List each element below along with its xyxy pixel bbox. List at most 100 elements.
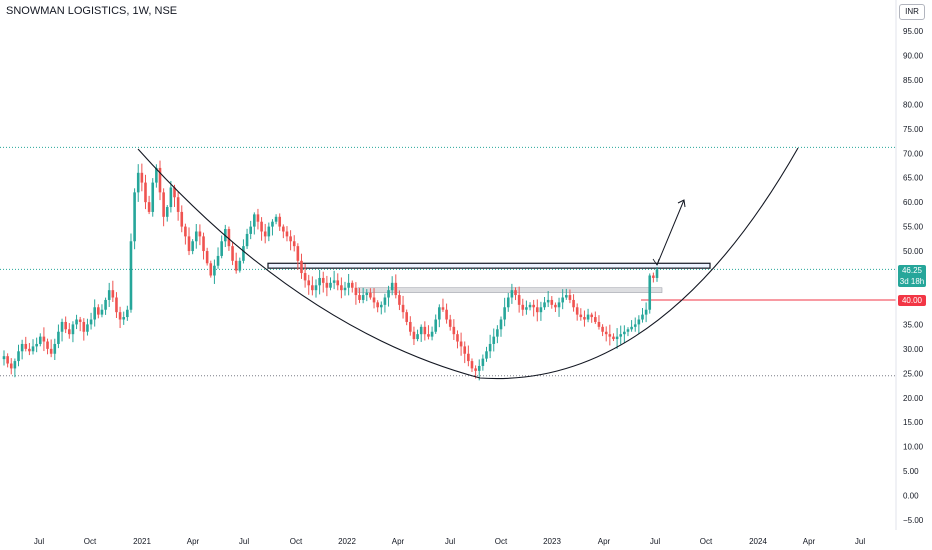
candle <box>285 226 289 242</box>
candle <box>615 328 619 349</box>
candle <box>575 303 579 321</box>
candle-body <box>583 317 586 320</box>
candle <box>71 321 75 343</box>
candle-body <box>503 307 506 320</box>
resistance-zone[interactable] <box>267 262 711 269</box>
candle <box>115 292 118 319</box>
y-tick-label: 50.00 <box>903 247 924 256</box>
candle-body <box>546 299 550 303</box>
candle <box>256 208 260 230</box>
y-tick-label: 75.00 <box>903 125 924 134</box>
candle-body <box>652 275 655 278</box>
y-tick-label: 0.00 <box>903 492 919 501</box>
candle-body <box>256 214 260 222</box>
candle-body <box>525 307 528 310</box>
last-price-value: 46.25 <box>901 266 923 275</box>
candle-body <box>303 273 307 281</box>
candle-body <box>311 285 314 291</box>
candle-body <box>194 231 198 242</box>
candle-body <box>477 365 481 371</box>
candle-body <box>412 331 416 340</box>
candle <box>557 297 561 317</box>
candle <box>202 232 205 260</box>
support-zone[interactable] <box>357 287 663 293</box>
candle-body <box>300 260 303 274</box>
candle-body <box>644 309 648 315</box>
x-tick-label: Apr <box>803 537 816 546</box>
candle <box>583 310 586 327</box>
candle <box>423 321 427 341</box>
candle-body <box>641 314 644 320</box>
candle-body <box>372 297 376 303</box>
candle <box>176 191 180 221</box>
level-price-badge: 40.00 <box>898 295 926 306</box>
candle <box>162 188 165 227</box>
candle-body <box>68 329 71 335</box>
candle-body <box>329 282 332 288</box>
candle-body <box>416 334 419 340</box>
x-tick-label: Apr <box>187 537 200 546</box>
small-arrow-icon <box>652 258 660 266</box>
candle <box>637 315 641 334</box>
candle <box>267 222 271 242</box>
candle-body <box>49 348 53 354</box>
x-tick-label: Jul <box>855 537 865 546</box>
candle-body <box>209 263 213 276</box>
x-tick-label: 2021 <box>133 537 151 546</box>
candle <box>358 287 361 304</box>
x-tick-label: Apr <box>392 537 405 546</box>
candle-body <box>205 251 209 264</box>
candle <box>9 358 13 375</box>
cup-arc[interactable] <box>137 147 799 380</box>
candle <box>452 319 456 340</box>
y-tick-label: 85.00 <box>903 76 924 85</box>
candle <box>169 180 173 213</box>
price-axis: 95.00 90.00 85.00 80.00 75.00 70.00 65.00 60.00… <box>903 27 924 525</box>
candle <box>292 235 296 252</box>
candle-body <box>162 192 165 217</box>
arrow-head-icon <box>677 199 686 208</box>
candle <box>550 296 554 309</box>
candle-body <box>158 167 162 193</box>
candle-body <box>6 356 9 364</box>
candle <box>6 353 9 368</box>
candle-body <box>2 356 6 360</box>
candle-body <box>383 297 387 305</box>
candle <box>467 345 470 367</box>
candle-body <box>13 361 17 369</box>
candle <box>187 227 191 256</box>
candle-body <box>93 307 96 320</box>
candle-body <box>568 295 572 300</box>
candles-layer <box>2 160 659 381</box>
candle <box>64 316 67 334</box>
candle-body <box>485 351 488 359</box>
last-price-badge: 46.25 3d 18h <box>898 265 926 287</box>
y-tick-label: 70.00 <box>903 149 924 158</box>
candle-body <box>129 241 133 310</box>
candle <box>100 304 104 318</box>
currency-selector[interactable]: INR <box>899 4 925 20</box>
y-tick-label: 60.00 <box>903 198 924 207</box>
candle <box>405 309 408 326</box>
candle-body <box>376 302 379 308</box>
candle-body <box>147 202 151 212</box>
candle <box>350 280 354 293</box>
breakout-arrow[interactable] <box>656 199 685 266</box>
candle <box>209 260 213 278</box>
candle-body <box>597 321 601 327</box>
candle-body <box>648 275 652 310</box>
candle-body <box>358 295 361 300</box>
x-tick-label: Oct <box>700 537 713 546</box>
y-tick-label: 65.00 <box>903 174 924 183</box>
candle-body <box>387 290 390 298</box>
candle <box>655 266 659 282</box>
candle-body <box>336 280 340 286</box>
candle <box>652 272 655 283</box>
candle <box>325 275 329 297</box>
y-tick-label: 15.00 <box>903 418 924 427</box>
candle <box>311 276 314 296</box>
y-tick-label: 5.00 <box>903 467 919 476</box>
candle <box>409 316 412 336</box>
y-tick-label: 10.00 <box>903 443 924 452</box>
